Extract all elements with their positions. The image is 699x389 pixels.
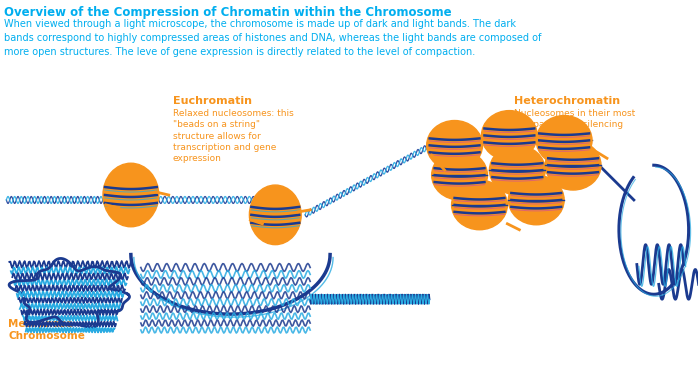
- Text: Overview of the Compression of Chromatin within the Chromosome: Overview of the Compression of Chromatin…: [4, 6, 452, 19]
- Text: When viewed through a light microscope, the chromosome is made up of dark and li: When viewed through a light microscope, …: [4, 19, 542, 57]
- Ellipse shape: [103, 163, 159, 227]
- Ellipse shape: [536, 116, 592, 165]
- Text: Euchromatin: Euchromatin: [173, 96, 252, 106]
- Ellipse shape: [452, 180, 507, 230]
- Ellipse shape: [250, 185, 301, 245]
- Text: Relaxed nucleosomes: this
"beads on a string"
structure allows for
transcription: Relaxed nucleosomes: this "beads on a st…: [173, 109, 294, 163]
- Text: Heterochromatin: Heterochromatin: [514, 96, 621, 106]
- Ellipse shape: [508, 175, 564, 225]
- Ellipse shape: [432, 150, 487, 200]
- Ellipse shape: [545, 140, 601, 190]
- Ellipse shape: [489, 145, 545, 195]
- Ellipse shape: [482, 110, 538, 160]
- Ellipse shape: [426, 121, 482, 170]
- Text: Nucleosomes in their most
compact form, silencing
gene expression: Nucleosomes in their most compact form, …: [514, 109, 635, 140]
- Text: Metaphase
Chromosome: Metaphase Chromosome: [8, 319, 85, 341]
